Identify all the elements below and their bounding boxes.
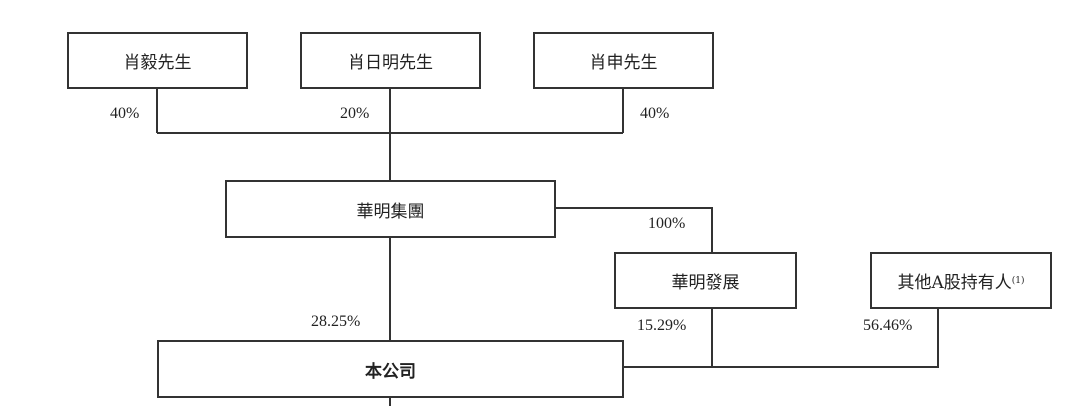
pct-shareholder-1: 40%	[110, 105, 140, 122]
node-label: 肖申先生	[589, 53, 658, 73]
node-label: 其他A股持有人	[897, 273, 1012, 293]
node-development: 華明發展	[614, 252, 797, 309]
footnote-marker: (1)	[1011, 275, 1025, 286]
node-shareholder-3: 肖申先生	[533, 32, 714, 89]
line-group-development	[555, 207, 713, 252]
pct-group-development: 100%	[648, 215, 686, 232]
pct-shareholder-3: 40%	[640, 105, 670, 122]
pct-development-company: 15.29%	[637, 317, 687, 334]
node-group: 華明集團	[225, 180, 556, 238]
pct-group-company: 28.25%	[311, 313, 361, 330]
node-label: 本公司	[365, 361, 416, 382]
node-label: 肖日明先生	[348, 53, 433, 73]
node-other-holders: 其他A股持有人 (1)	[870, 252, 1052, 309]
node-shareholder-1: 肖毅先生	[67, 32, 248, 89]
node-label: 肖毅先生	[123, 53, 192, 73]
line-other-company	[623, 308, 939, 368]
node-label: 華明發展	[671, 273, 740, 293]
node-label: 華明集團	[356, 201, 425, 222]
node-shareholder-2: 肖日明先生	[300, 32, 481, 89]
node-company: 本公司	[157, 340, 624, 398]
pct-other-company: 56.46%	[863, 317, 913, 334]
pct-shareholder-2: 20%	[340, 105, 370, 122]
